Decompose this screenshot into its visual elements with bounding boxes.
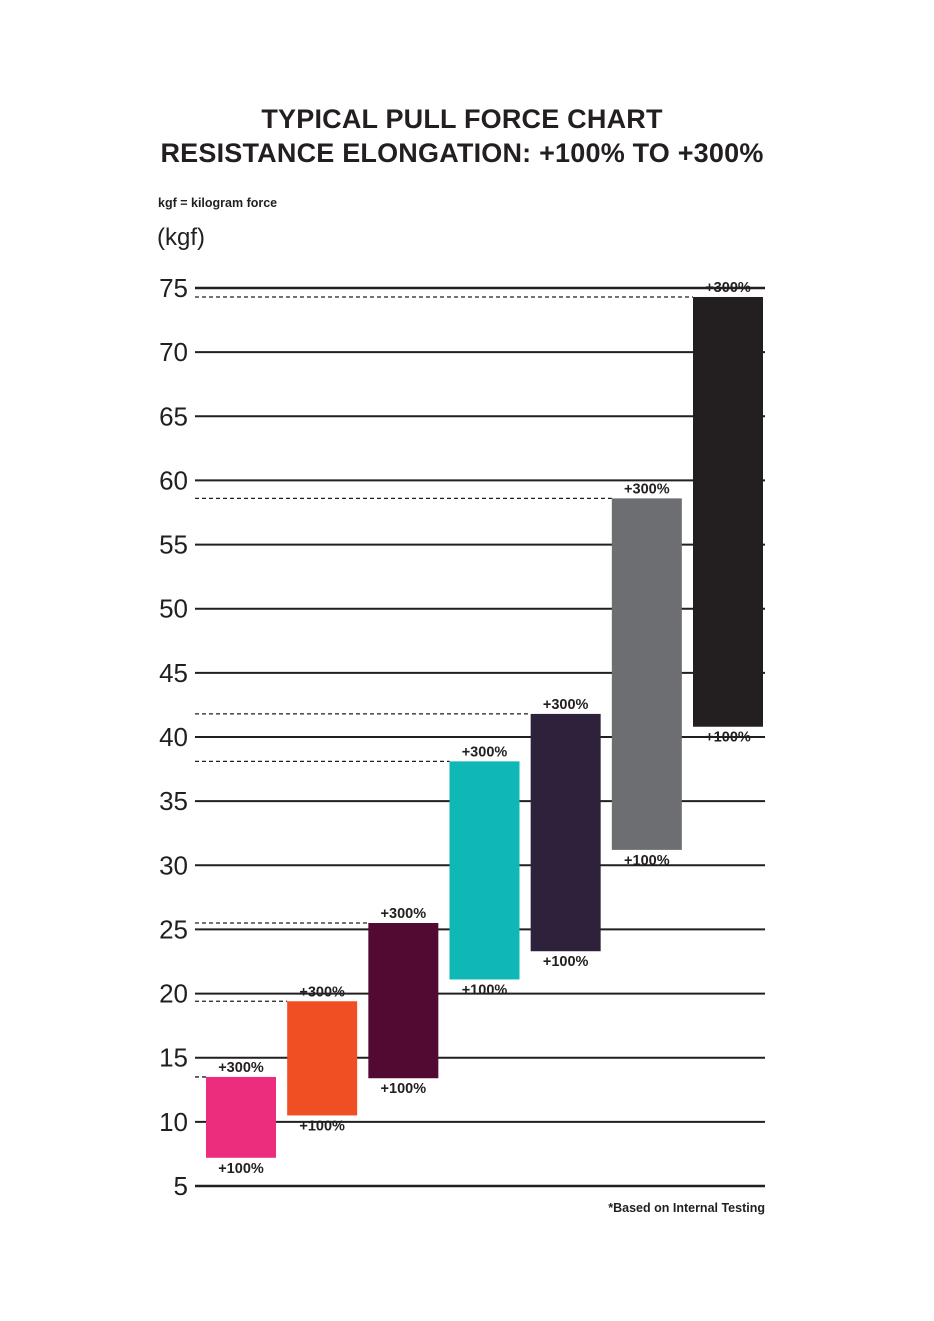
unit-note: kgf = kilogram force — [158, 196, 278, 210]
bar-label-100: +100% — [705, 730, 751, 746]
bar-label-100: +100% — [218, 1161, 264, 1177]
y-tick-label: 35 — [159, 786, 188, 816]
y-tick-label: 45 — [159, 658, 188, 688]
range-bar — [693, 296, 763, 727]
y-tick-label: 75 — [159, 273, 188, 303]
bar-label-300: +300% — [299, 984, 345, 1000]
y-axis-unit-label: (kgf) — [157, 224, 205, 251]
bar-label-100: +100% — [624, 853, 670, 869]
dashed-reference-lines — [195, 296, 693, 1078]
bar-label-300: +300% — [705, 280, 751, 296]
y-tick-label: 25 — [159, 914, 188, 944]
bar-label-300: +300% — [543, 697, 589, 713]
chart-subtitle: RESISTANCE ELONGATION: +100% TO +300% — [160, 138, 764, 168]
range-bar — [530, 713, 601, 952]
range-bar — [368, 923, 439, 1079]
bar-label-300: +300% — [381, 906, 427, 922]
y-tick-label: 60 — [159, 465, 188, 495]
range-bar — [206, 1076, 276, 1158]
y-tick-label: 70 — [159, 337, 188, 367]
footnote: *Based on Internal Testing — [608, 1201, 765, 1215]
bar-label-300: +300% — [624, 481, 670, 497]
y-tick-label: 5 — [174, 1171, 188, 1201]
bar-label-100: +100% — [543, 954, 589, 970]
bar-label-100: +100% — [299, 1118, 345, 1134]
chart-title: TYPICAL PULL FORCE CHART — [261, 104, 663, 134]
y-tick-label: 50 — [159, 594, 188, 624]
bar-label-100: +100% — [462, 982, 508, 998]
y-tick-label: 40 — [159, 722, 188, 752]
range-bar — [611, 498, 682, 850]
range-bar — [449, 761, 520, 980]
y-tick-label: 55 — [159, 530, 188, 560]
bar-label-300: +300% — [218, 1060, 264, 1076]
bar-labels: +300% +100% +300% +100% +300% +100% +300% +100%… — [218, 280, 751, 1177]
bar-label-300: +300% — [462, 744, 508, 760]
y-tick-label: 30 — [159, 850, 188, 880]
y-tick-label: 20 — [159, 979, 188, 1009]
bar-label-100: +100% — [381, 1081, 427, 1097]
y-tick-labels: 5 10 15 20 25 30 35 40 45 50 55 60 65 70 75 — [159, 273, 188, 1201]
y-tick-label: 65 — [159, 401, 188, 431]
bars — [206, 296, 763, 1158]
y-tick-label: 15 — [159, 1043, 188, 1073]
y-tick-label: 10 — [159, 1107, 188, 1137]
range-bar — [287, 1001, 358, 1116]
